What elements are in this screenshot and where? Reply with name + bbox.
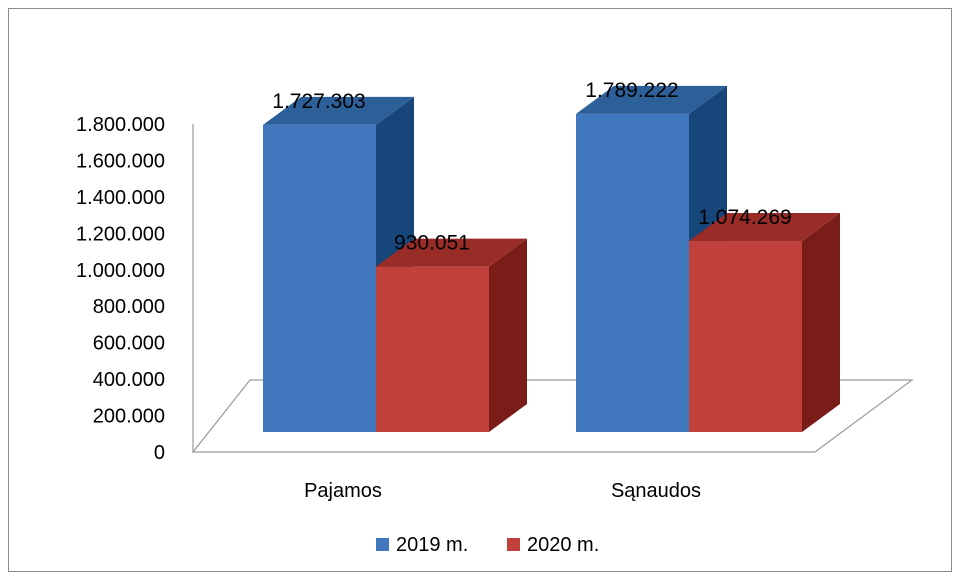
y-tick-label: 1.200.000 — [76, 223, 165, 245]
bar — [689, 213, 840, 432]
bar-side — [489, 238, 527, 432]
y-tick-label: 1.000.000 — [76, 260, 165, 282]
data-label: 1.074.269 — [698, 206, 791, 229]
y-tick-label: 600.000 — [93, 333, 165, 355]
bar-front — [376, 266, 489, 432]
y-tick-label: 400.000 — [93, 369, 165, 391]
category-labels: Pajamos Sąnaudos — [304, 480, 701, 502]
legend-swatch — [507, 538, 520, 551]
bar-front — [689, 241, 802, 432]
y-tick-label: 0 — [154, 442, 165, 464]
data-label: 930.051 — [394, 232, 470, 255]
y-tick-label: 800.000 — [93, 296, 165, 318]
y-tick-label: 1.600.000 — [76, 150, 165, 172]
legend: 2019 m. 2020 m. — [376, 534, 599, 556]
bars — [263, 85, 840, 433]
data-label: 1.727.303 — [272, 90, 365, 113]
bar-top — [376, 238, 527, 267]
category-label: Pajamos — [304, 480, 382, 502]
legend-swatch — [376, 538, 389, 551]
y-tick-label: 200.000 — [93, 406, 165, 428]
y-tick-label: 1.400.000 — [76, 187, 165, 209]
data-labels: 1.727.303 930.051 1.789.222 1.074.269 — [272, 79, 791, 255]
legend-label: 2020 m. — [527, 534, 599, 556]
bar — [376, 238, 527, 432]
bar-front — [263, 124, 376, 432]
y-tick-label: 1.800.000 — [76, 114, 165, 136]
bar — [263, 96, 414, 432]
y-axis: 0 200.000 400.000 600.000 800.000 1.000.000 1.… — [76, 114, 194, 464]
category-label: Sąnaudos — [611, 480, 701, 502]
bar-top — [576, 85, 727, 114]
bar-top — [263, 96, 414, 125]
legend-label: 2019 m. — [396, 534, 468, 556]
bar-front — [576, 113, 689, 433]
bar-top — [689, 213, 840, 242]
bar-side — [802, 213, 840, 432]
data-label: 1.789.222 — [585, 79, 678, 102]
